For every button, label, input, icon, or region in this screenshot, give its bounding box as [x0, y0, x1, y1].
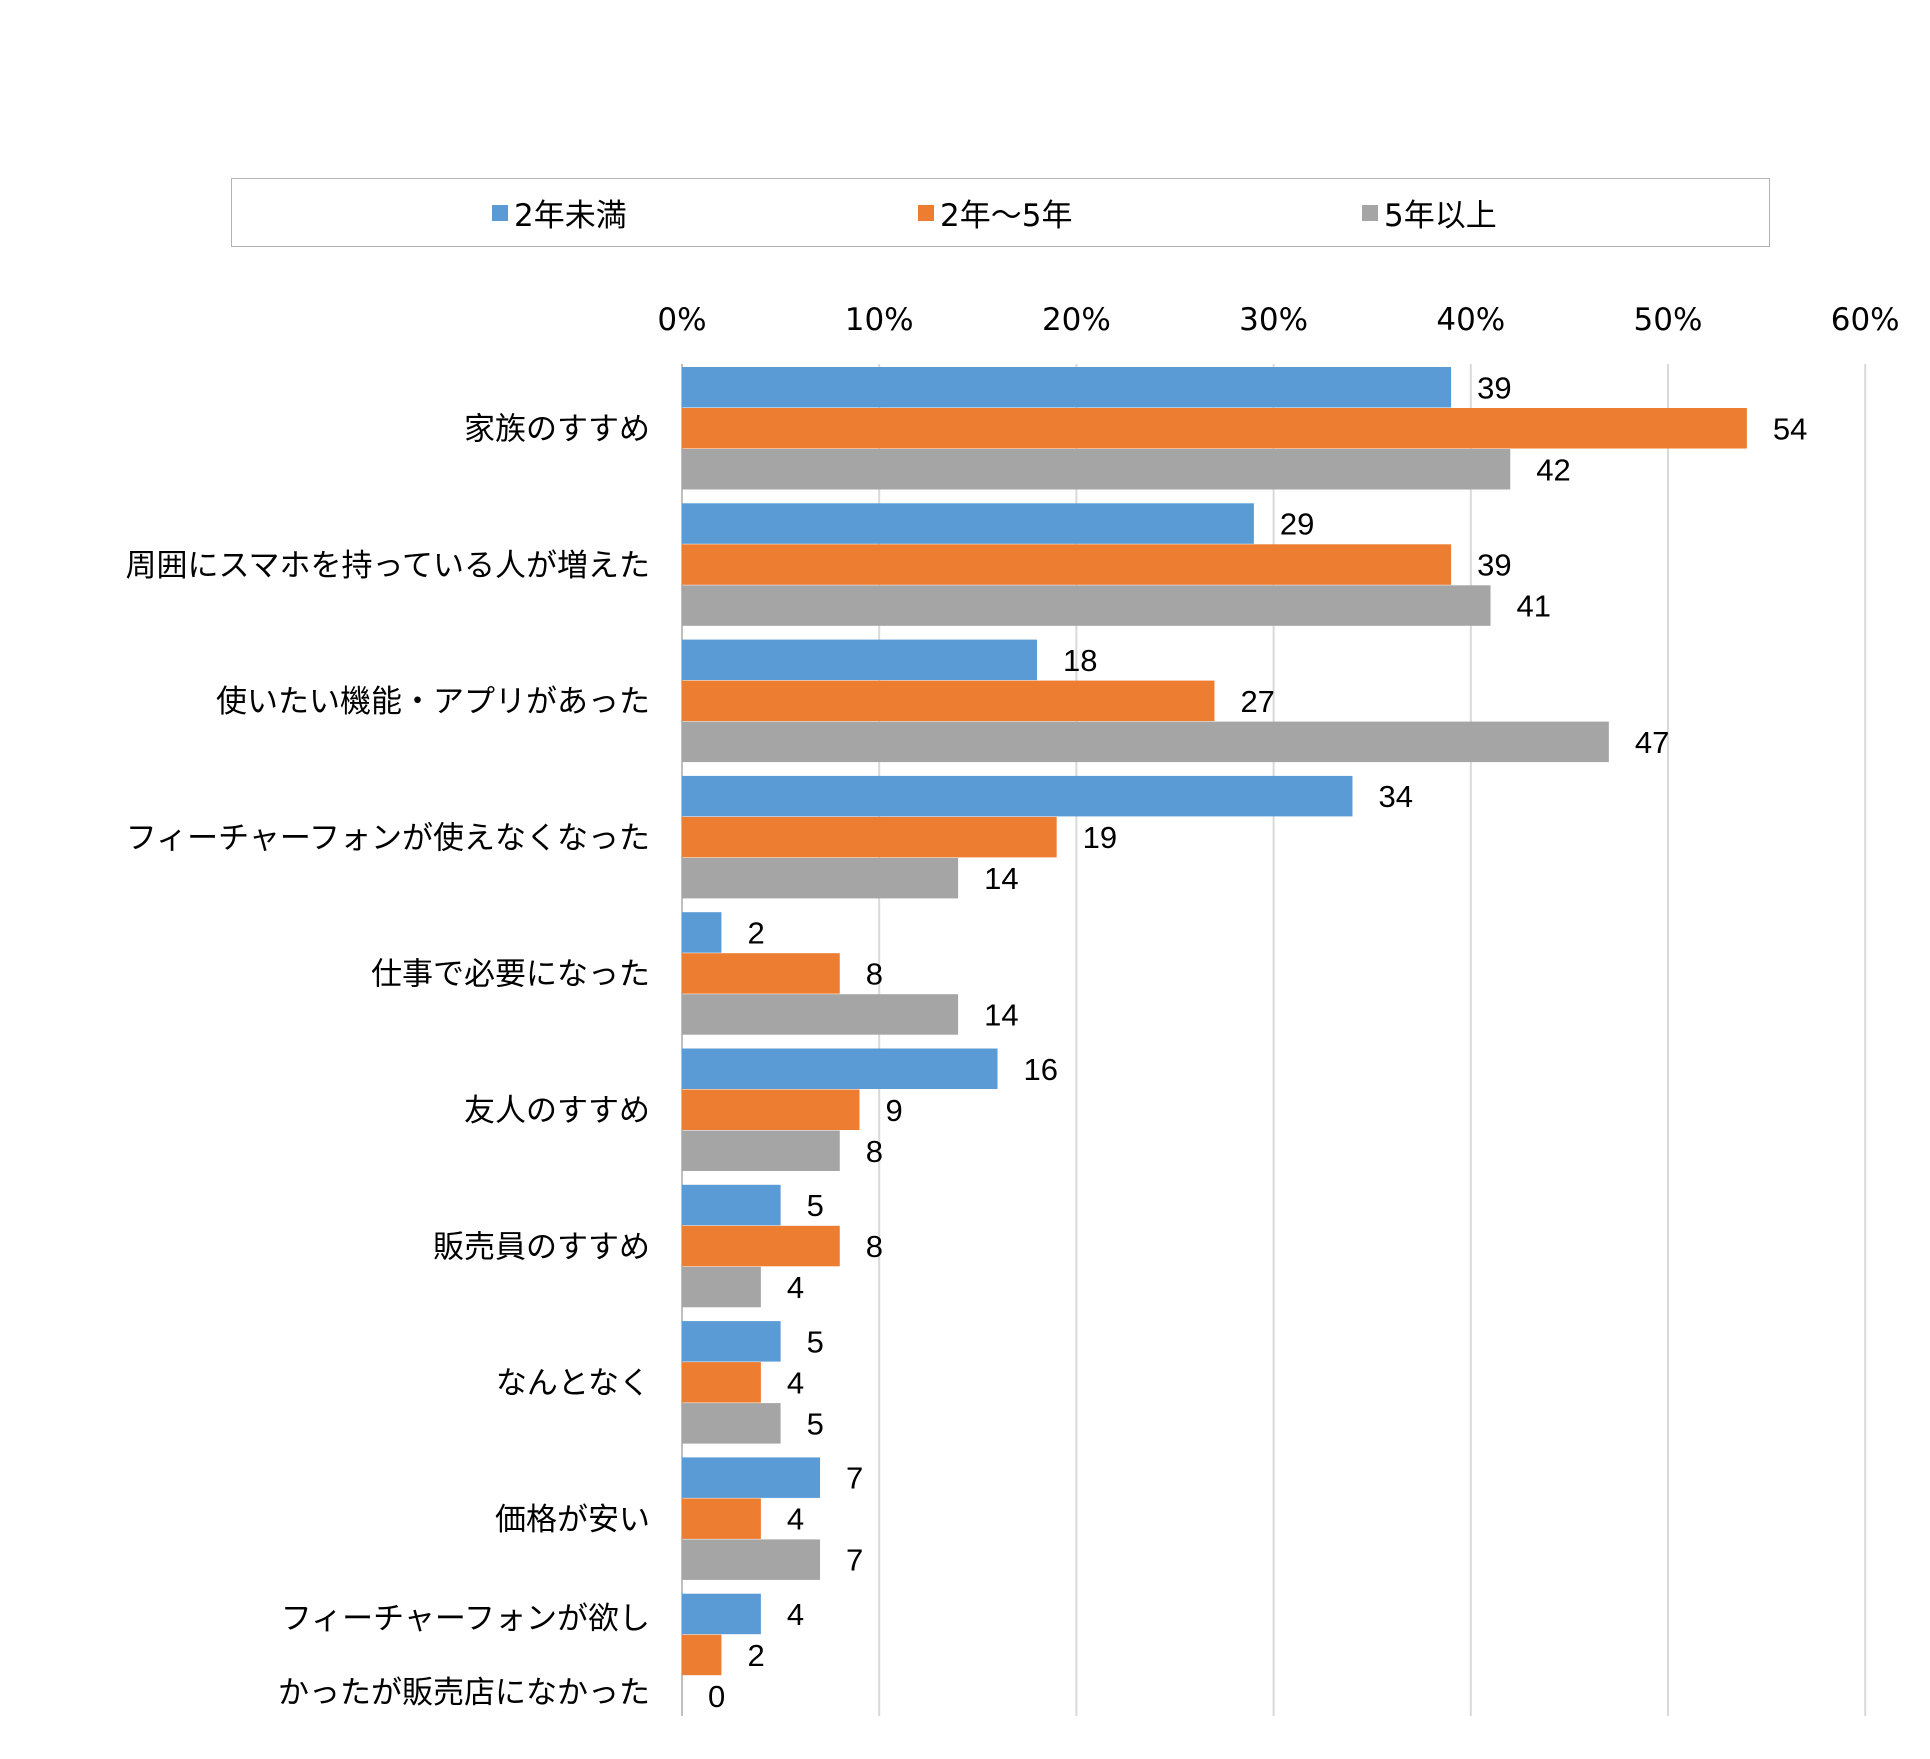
x-tick-label-5: 50%: [1634, 302, 1703, 338]
legend-item-series-3: 5年以上: [1362, 179, 1497, 246]
bar-3-2: [682, 585, 1491, 626]
value-label-3-3: 47: [1635, 725, 1669, 760]
bar-1-1: [682, 367, 1452, 408]
value-label-2-10: 2: [747, 1638, 764, 1673]
value-label-1-7: 5: [807, 1188, 824, 1223]
legend-swatch-series-3: [1362, 204, 1378, 221]
value-label-1-8: 5: [807, 1324, 824, 1359]
bar-3-1: [682, 449, 1511, 490]
category-label-9: 価格が安い: [495, 1502, 650, 1538]
legend-item-series-1: 2年未満: [492, 179, 627, 246]
bar-2-6: [682, 1089, 860, 1130]
category-label-1: 家族のすすめ: [464, 412, 650, 448]
bar-3-4: [682, 857, 959, 899]
value-label-3-4: 14: [984, 861, 1018, 896]
bar-1-8: [682, 1321, 781, 1362]
value-label-2-4: 19: [1083, 820, 1117, 855]
value-label-2-9: 4: [787, 1502, 804, 1537]
bar-1-2: [682, 503, 1254, 544]
category-label-8: なんとなく: [496, 1366, 650, 1402]
bar-2-8: [682, 1362, 761, 1403]
category-label-2: 周囲にスマホを持っている人が増えた: [125, 548, 650, 584]
bar-3-9: [682, 1539, 821, 1580]
value-label-1-1: 39: [1477, 370, 1511, 405]
value-label-3-1: 42: [1536, 452, 1570, 487]
value-label-2-3: 27: [1240, 684, 1274, 719]
value-label-3-10: 0: [708, 1679, 725, 1714]
bar-2-9: [682, 1498, 761, 1539]
category-label-10-line-2: かったが販売店になかった: [278, 1675, 650, 1711]
bar-2-5: [682, 953, 840, 994]
legend-label-series-1: 2年未満: [514, 198, 627, 234]
category-label-4: フィーチャーフォンが使えなくなった: [126, 820, 650, 856]
value-label-1-3: 18: [1063, 643, 1097, 678]
value-label-1-6: 16: [1024, 1052, 1058, 1087]
value-label-3-9: 7: [846, 1543, 863, 1578]
x-tick-label-2: 20%: [1042, 302, 1111, 338]
x-tick-label-0: 0%: [657, 302, 706, 338]
bar-2-3: [682, 680, 1215, 722]
x-tick-label-1: 10%: [845, 302, 914, 338]
legend-label-series-2: 2年～5年: [940, 198, 1073, 234]
value-label-1-4: 34: [1378, 779, 1412, 814]
category-label-3: 使いたい機能・アプリがあった: [216, 684, 650, 720]
category-label-5: 仕事で必要になった: [371, 957, 650, 993]
value-label-2-5: 8: [866, 956, 883, 991]
bar-3-8: [682, 1403, 781, 1444]
legend-swatch-series-1: [492, 204, 508, 221]
legend-item-series-2: 2年～5年: [918, 179, 1072, 246]
bar-1-3: [682, 639, 1037, 681]
legend-label-series-3: 5年以上: [1384, 198, 1497, 234]
value-label-3-5: 14: [984, 997, 1018, 1032]
x-tick-label-6: 60%: [1831, 302, 1900, 338]
bar-3-5: [682, 994, 959, 1035]
bar-2-10: [682, 1634, 722, 1676]
value-label-1-9: 7: [846, 1461, 863, 1496]
bar-1-5: [682, 912, 722, 953]
category-label-7: 販売員のすすめ: [433, 1229, 650, 1265]
x-tick-label-4: 40%: [1436, 302, 1505, 338]
value-label-2-6: 9: [885, 1093, 902, 1128]
value-label-2-7: 8: [866, 1229, 883, 1264]
x-tick-label-3: 30%: [1239, 302, 1308, 338]
bar-1-9: [682, 1457, 821, 1498]
bar-3-3: [682, 721, 1609, 763]
value-label-1-10: 4: [787, 1597, 804, 1632]
bar-2-4: [682, 816, 1057, 858]
value-label-1-5: 2: [747, 915, 764, 950]
bar-1-10: [682, 1593, 761, 1635]
bar-1-4: [682, 775, 1353, 817]
chart-legend: 2年未満 2年～5年 5年以上: [231, 178, 1770, 247]
value-label-2-1: 54: [1773, 411, 1807, 446]
value-label-1-2: 29: [1280, 507, 1314, 542]
value-label-2-8: 4: [787, 1365, 804, 1400]
category-label-6: 友人のすすめ: [464, 1093, 650, 1129]
bar-2-2: [682, 544, 1452, 585]
value-label-3-8: 5: [807, 1406, 824, 1441]
value-label-3-7: 4: [787, 1270, 804, 1305]
bar-3-7: [682, 1266, 761, 1308]
value-label-3-6: 8: [866, 1134, 883, 1169]
legend-swatch-series-2: [918, 204, 934, 221]
bar-1-7: [682, 1184, 781, 1226]
value-label-2-2: 39: [1477, 548, 1511, 583]
category-label-10-line-1: フィーチャーフォンが欲し: [281, 1601, 650, 1637]
bar-2-1: [682, 408, 1747, 449]
bar-2-7: [682, 1225, 840, 1267]
bar-1-6: [682, 1048, 998, 1089]
value-label-3-2: 41: [1517, 589, 1551, 624]
bar-3-6: [682, 1130, 840, 1171]
